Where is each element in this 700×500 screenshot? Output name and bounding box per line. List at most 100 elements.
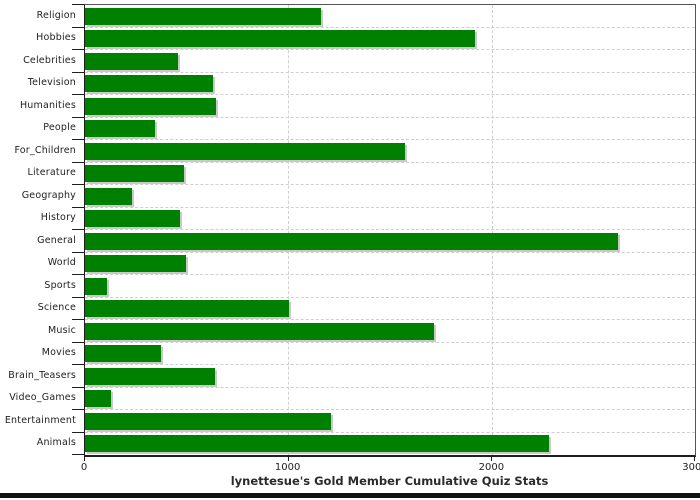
y-label-geography: Geography (21, 189, 76, 201)
x-tick-label-2000: 2000 (478, 462, 505, 473)
x-tick-mark-2000 (491, 456, 493, 461)
y-label-entertainment: Entertainment (4, 414, 76, 426)
y-tick-mark (72, 431, 84, 433)
bar-movies (85, 345, 162, 362)
y-tick-mark (72, 139, 84, 140)
bar-hobbies (85, 30, 476, 47)
bar-brain_teasers (85, 367, 216, 385)
chart-row-religion (85, 5, 695, 28)
chart-row-brain_teasers (85, 365, 695, 388)
y-label-literature: Literature (27, 167, 76, 179)
chart-row-sports (85, 275, 695, 298)
chart-row-people (85, 118, 695, 140)
plot-area (84, 4, 696, 457)
bar-science (85, 300, 290, 317)
x-tick-mark-3000 (694, 456, 695, 461)
y-label-religion: Religion (36, 9, 76, 21)
bar-sports (85, 277, 108, 295)
y-tick-mark (72, 319, 84, 320)
bar-music (85, 322, 434, 340)
y-label-humanities: Humanities (19, 99, 76, 111)
bar-video_games (85, 390, 112, 407)
y-tick-mark (72, 274, 84, 275)
y-label-history: History (40, 212, 76, 224)
x-axis-ticks (84, 456, 695, 461)
y-label-sports: Sports (44, 279, 76, 291)
chart-title: lynettesue's Gold Member Cumulative Quiz… (230, 474, 549, 488)
chart-row-hobbies (85, 28, 695, 50)
bottom-border (0, 493, 700, 498)
bar-celebrities (85, 52, 178, 70)
bar-literature (85, 165, 184, 182)
y-label-hobbies: Hobbies (36, 32, 76, 44)
y-axis-ticks (72, 4, 84, 455)
bar-animals (85, 435, 549, 452)
x-tick-label-0: 0 (80, 462, 88, 473)
bar-rows (85, 5, 695, 455)
y-tick-mark (72, 161, 84, 163)
gridline-x-1000 (288, 5, 290, 455)
bar-television (85, 75, 214, 92)
chart-row-celebrities (85, 50, 695, 73)
chart-row-movies (85, 343, 695, 365)
bar-world (85, 255, 186, 272)
y-tick-mark (72, 364, 84, 365)
y-label-television: Television (27, 77, 76, 89)
x-tick-mark-0 (84, 456, 85, 461)
y-tick-mark (72, 409, 84, 410)
gridline-x-2000 (491, 5, 493, 455)
bar-humanities (85, 97, 217, 115)
x-tick-mark-1000 (287, 456, 289, 461)
y-axis-labels: Religion Hobbies Celebrities Television Huma… (0, 4, 76, 454)
y-label-video_games: Video_Games (9, 392, 76, 404)
y-label-general: General (37, 234, 76, 246)
y-tick-mark (72, 94, 84, 95)
bar-people (85, 120, 156, 137)
y-label-brain_teasers: Brain_Teasers (8, 369, 76, 381)
y-tick-mark (72, 184, 84, 185)
bar-for_children (85, 142, 406, 160)
x-tick-label-1000: 1000 (274, 462, 301, 473)
chart-row-music (85, 320, 695, 343)
chart-row-animals (85, 433, 695, 456)
y-label-science: Science (37, 302, 76, 314)
x-tick-label-3000: 3000 (682, 462, 700, 473)
y-tick-mark (72, 454, 84, 455)
y-label-celebrities: Celebrities (23, 54, 76, 66)
chart-row-television (85, 73, 695, 95)
y-tick-mark (72, 116, 84, 118)
y-tick-mark (72, 251, 84, 253)
chart-row-literature (85, 163, 695, 185)
chart-row-humanities (85, 95, 695, 118)
x-axis-tick-labels: 0 1000 2000 3000 (80, 462, 700, 475)
y-tick-mark (72, 49, 84, 50)
y-tick-mark (72, 296, 84, 298)
chart-row-general (85, 230, 695, 253)
y-label-people: People (43, 122, 76, 134)
chart-row-science (85, 298, 695, 320)
chart-row-video_games (85, 388, 695, 410)
chart-row-for_children (85, 140, 695, 163)
bar-geography (85, 187, 132, 205)
y-label-for_children: For_Children (14, 144, 76, 156)
y-label-world: World (47, 257, 76, 269)
y-label-animals: Animals (36, 437, 76, 449)
bar-entertainment (85, 412, 332, 430)
chart-row-history (85, 208, 695, 230)
chart-row-entertainment (85, 410, 695, 433)
y-tick-mark (72, 71, 84, 73)
y-tick-mark (72, 206, 84, 208)
chart-row-geography (85, 185, 695, 208)
bar-religion (85, 7, 321, 25)
y-tick-mark (72, 26, 84, 28)
y-label-movies: Movies (41, 347, 76, 359)
y-label-music: Music (47, 324, 76, 336)
chart-row-world (85, 253, 695, 275)
y-tick-mark (72, 341, 84, 343)
y-tick-mark (72, 229, 84, 230)
y-tick-mark (72, 4, 84, 5)
bar-history (85, 210, 180, 227)
y-tick-mark (72, 386, 84, 388)
bar-general (85, 232, 618, 250)
